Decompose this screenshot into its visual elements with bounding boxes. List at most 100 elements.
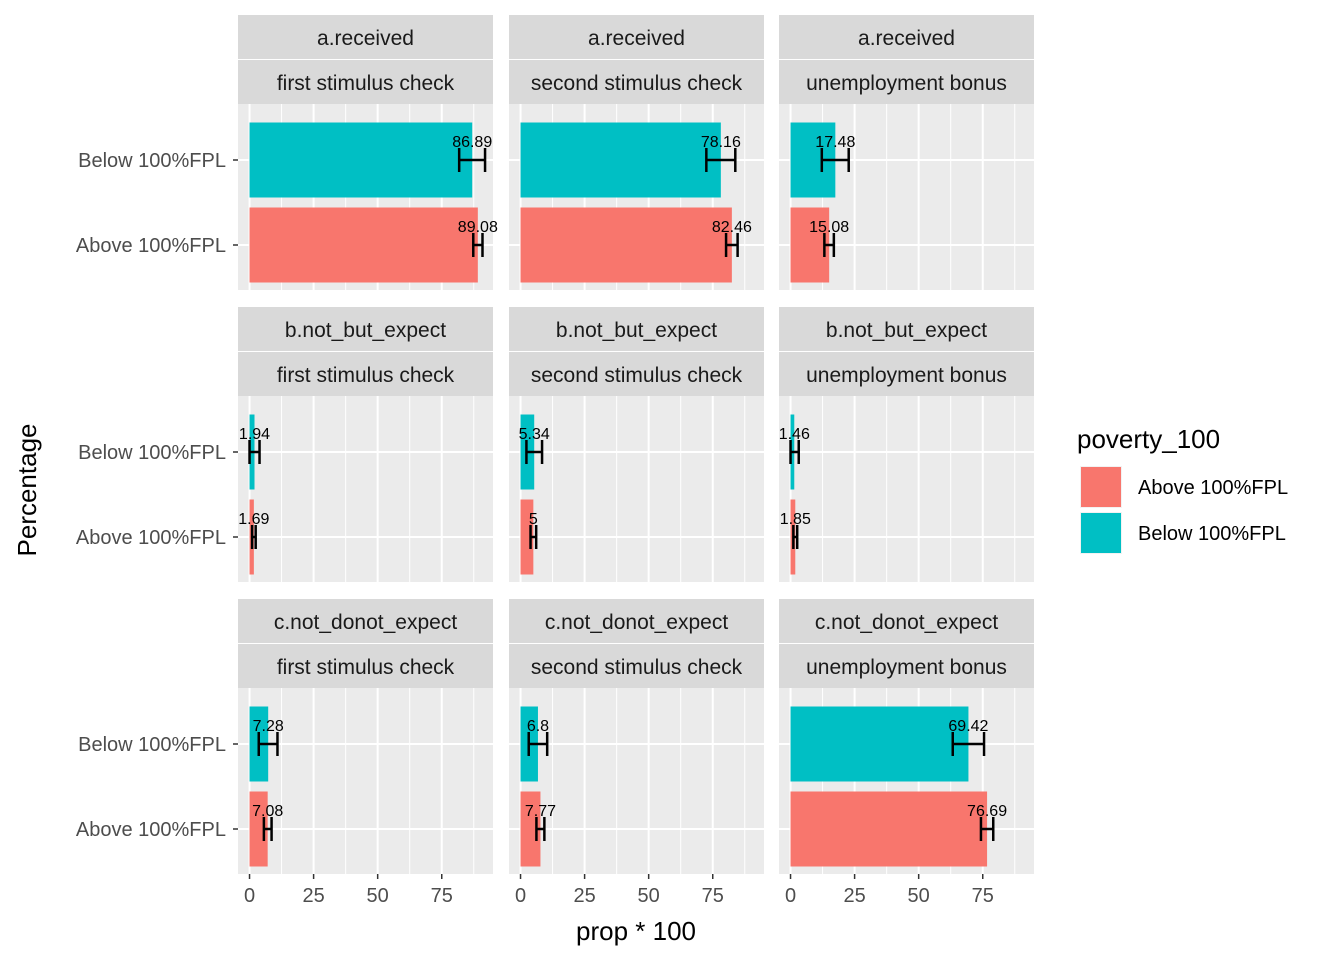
data-label: 76.69: [967, 803, 1007, 820]
x-tick-label: 50: [638, 885, 660, 907]
strip-label-row: a.received: [858, 27, 955, 50]
strip-label-col: unemployment bonus: [806, 656, 1007, 679]
y-tick-label: Below 100%FPL: [78, 442, 226, 464]
strip-background: [509, 352, 764, 396]
x-tick-label: 0: [515, 885, 526, 907]
x-tick-label: 75: [431, 885, 453, 907]
strip-label-col: first stimulus check: [277, 364, 455, 387]
strip-label-col: second stimulus check: [531, 72, 743, 95]
strip-label-row: c.not_donot_expect: [274, 611, 457, 634]
panel-background: [238, 396, 493, 582]
facet-panel-0-2: a.received unemployment bonus 17.48 15.08: [779, 15, 1034, 290]
strip-label-row: b.not_but_expect: [556, 319, 717, 342]
legend-key: [1081, 467, 1121, 507]
strip-background: [238, 352, 493, 396]
facet-panel-2-2: c.not_donot_expect unemployment bonus 69.4…: [779, 599, 1034, 907]
y-tick-label: Below 100%FPL: [78, 150, 226, 172]
strip-background: [779, 15, 1034, 59]
y-tick-label: Below 100%FPL: [78, 734, 226, 756]
data-label: 15.08: [809, 219, 849, 236]
legend-title: poverty_100: [1077, 424, 1220, 454]
data-label: 86.89: [452, 134, 492, 151]
data-label: 1.46: [779, 426, 810, 443]
strip-label-row: b.not_but_expect: [285, 319, 446, 342]
panel-background: [779, 396, 1034, 582]
panel-background: [509, 688, 764, 874]
data-label: 1.69: [238, 511, 269, 528]
data-label: 1.85: [780, 511, 811, 528]
bar: [520, 499, 534, 575]
strip-label-row: a.received: [588, 27, 685, 50]
strip-background: [509, 599, 764, 643]
strip-label-row: b.not_but_expect: [826, 319, 987, 342]
data-label: 1.94: [239, 426, 270, 443]
strip-background: [779, 599, 1034, 643]
strip-background: [509, 60, 764, 104]
bar: [249, 122, 473, 198]
legend-key: [1081, 513, 1121, 553]
strip-background: [238, 60, 493, 104]
y-tick-label: Above 100%FPL: [76, 235, 226, 257]
strip-label-row: c.not_donot_expect: [815, 611, 998, 634]
bar: [520, 791, 541, 867]
x-tick-label: 25: [843, 885, 865, 907]
x-tick-label: 25: [302, 885, 324, 907]
legend-label: Below 100%FPL: [1138, 523, 1286, 545]
strip-background: [779, 644, 1034, 688]
strip-background: [238, 599, 493, 643]
strip-label-col: second stimulus check: [531, 364, 743, 387]
strip-background: [509, 15, 764, 59]
strip-background: [779, 60, 1034, 104]
x-tick-label: 0: [785, 885, 796, 907]
legend: poverty_100 Above 100%FPL Below 100%FPL: [1077, 424, 1288, 554]
strip-background: [779, 307, 1034, 351]
data-label: 89.08: [458, 219, 498, 236]
data-label: 7.08: [252, 803, 283, 820]
data-label: 6.8: [527, 718, 549, 735]
strip-background: [238, 15, 493, 59]
data-label: 17.48: [815, 134, 855, 151]
strip-label-row: c.not_donot_expect: [545, 611, 728, 634]
strip-background: [779, 352, 1034, 396]
y-axis-title: Percentage: [12, 424, 42, 557]
facet-panel-0-0: a.received first stimulus check 86.89 89.08…: [76, 15, 498, 290]
data-label: 7.77: [525, 803, 556, 820]
bar: [790, 791, 988, 867]
strip-label-col: first stimulus check: [277, 72, 455, 95]
data-label: 5: [529, 511, 538, 528]
strip-label-row: a.received: [317, 27, 414, 50]
x-tick-label: 50: [908, 885, 930, 907]
bar: [790, 207, 830, 283]
x-tick-label: 25: [573, 885, 595, 907]
legend-label: Above 100%FPL: [1138, 477, 1288, 499]
strip-background: [238, 644, 493, 688]
strip-background: [238, 307, 493, 351]
panel-background: [509, 396, 764, 582]
data-label: 69.42: [948, 718, 988, 735]
data-label: 5.34: [519, 426, 550, 443]
data-label: 78.16: [701, 134, 741, 151]
strip-label-col: second stimulus check: [531, 656, 743, 679]
x-tick-label: 75: [702, 885, 724, 907]
data-label: 7.28: [253, 718, 284, 735]
strip-label-col: unemployment bonus: [806, 72, 1007, 95]
panel-background: [238, 688, 493, 874]
strip-background: [509, 307, 764, 351]
strip-label-col: unemployment bonus: [806, 364, 1007, 387]
x-tick-label: 50: [367, 885, 389, 907]
strip-background: [509, 644, 764, 688]
bar: [249, 207, 478, 283]
data-label: 82.46: [712, 219, 752, 236]
x-axis-title: prop * 100: [576, 916, 696, 946]
strip-label-col: first stimulus check: [277, 656, 455, 679]
facet-panel-0-1: a.received second stimulus check 78.16 82.4…: [509, 15, 764, 290]
bar: [790, 706, 969, 782]
bar: [520, 122, 721, 198]
y-tick-label: Above 100%FPL: [76, 527, 226, 549]
bar: [520, 207, 732, 283]
